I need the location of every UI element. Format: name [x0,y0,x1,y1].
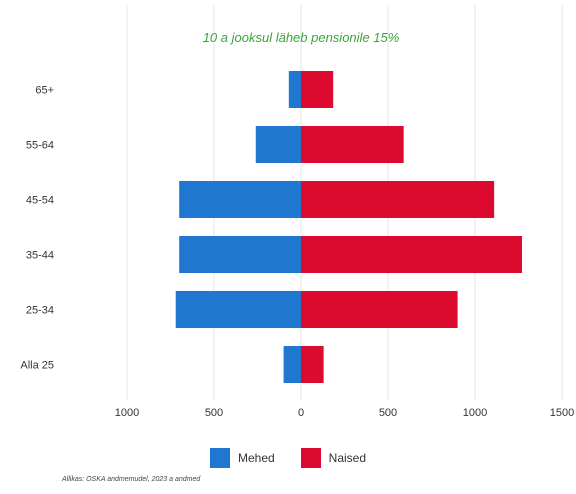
legend-label-mehed: Mehed [237,451,275,465]
legend-label-naised: Naised [328,451,367,465]
x-tick-label-0: 1000 [115,407,139,419]
bars [175,71,522,383]
bar-naised-25-34 [301,291,458,328]
x-tick-label-1: 500 [205,407,223,419]
source-note: Allikas: OSKA andmemudel, 2023 a andmed [62,476,201,483]
bar-mehed-65- [288,71,301,108]
y-label-25-34: 25-34 [26,305,54,317]
bar-naised-35-44 [301,236,522,273]
x-tick-label-2: 0 [298,407,304,419]
y-axis-labels: Alla 25 25-34 35-44 45-54 55-64 65+ [20,85,54,372]
y-label-alla-25: Alla 25 [20,360,54,372]
bar-mehed-45-54 [179,181,301,218]
x-tick-label-5: 1500 [550,407,574,419]
x-tick-label-4: 1000 [463,407,487,419]
legend-swatch-mehed [209,448,230,468]
legend-item-mehed: Mehed [209,448,275,468]
y-label-55-64: 55-64 [26,140,54,152]
bar-naised-55-64 [301,126,404,163]
bar-naised-45-54 [301,181,495,218]
y-label-35-44: 35-44 [26,250,54,262]
bar-naised-65- [301,71,334,108]
legend: Mehed Naised [0,448,576,468]
x-tick-label-3: 500 [379,407,397,419]
chart-title: 10 a jooksul läheb pensionile 15% [203,30,400,45]
legend-item-naised: Naised [300,448,367,468]
bar-mehed-alla-25 [283,346,301,383]
x-axis-labels: 1000 500 0 500 1000 1500 [115,407,574,419]
bar-naised-alla-25 [301,346,324,383]
population-pyramid-chart: Alla 25 25-34 35-44 45-54 55-64 65+ 1000 500 0 5… [20,5,574,419]
y-label-65-: 65+ [35,85,54,97]
y-label-45-54: 45-54 [26,195,54,207]
bar-mehed-25-34 [175,291,301,328]
legend-swatch-naised [300,448,321,468]
bar-mehed-35-44 [179,236,301,273]
bar-mehed-55-64 [255,126,301,163]
